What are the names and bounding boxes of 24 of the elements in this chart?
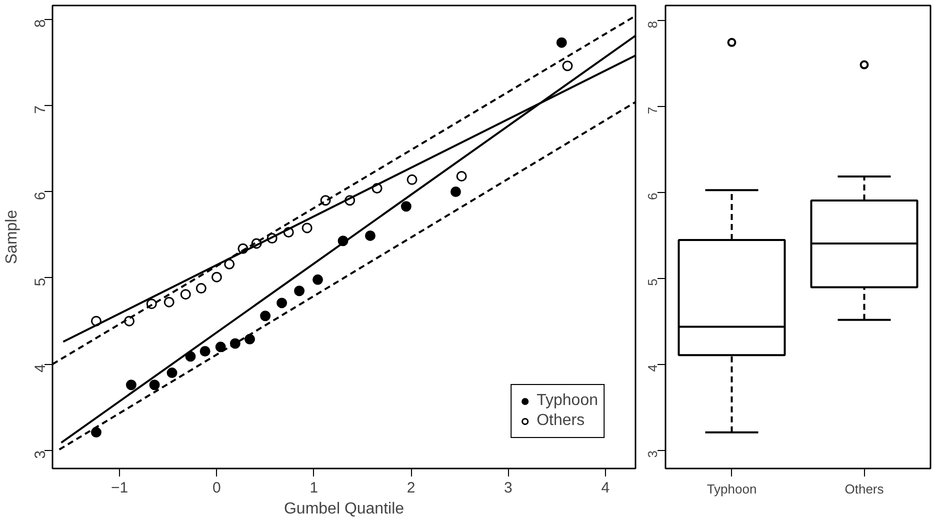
y-tick-label: 3 [645,450,660,458]
x-axis-title: Gumbel Quantile [284,500,404,518]
x-tick-label: 4 [601,480,610,496]
x-tick-label: 0 [212,480,221,496]
legend-label: Others [536,412,585,430]
y-tick-label: 6 [32,192,49,200]
x-tick-label: 2 [406,480,416,496]
y-tick-label: 8 [32,19,49,28]
y-tick-label: 5 [32,278,49,286]
x-tick-label: Others [844,482,884,496]
y-tick-label: 4 [32,364,49,373]
legend-label: Typhoon [536,392,598,410]
y-tick-label: 7 [645,106,660,114]
x-tick-label: 3 [504,480,512,496]
y-tick-label: 7 [32,106,49,114]
x-tick-label: 1 [310,480,318,496]
y-tick-label: 8 [645,20,660,28]
y-tick-label: 5 [645,278,660,286]
y-tick-label: 4 [645,364,660,372]
x-tick-label: Typhoon [706,482,757,496]
y-axis-title: Sample [4,210,20,264]
x-tick-label: −1 [110,480,128,496]
y-tick-label: 6 [645,192,660,200]
y-tick-label: 3 [32,450,49,459]
